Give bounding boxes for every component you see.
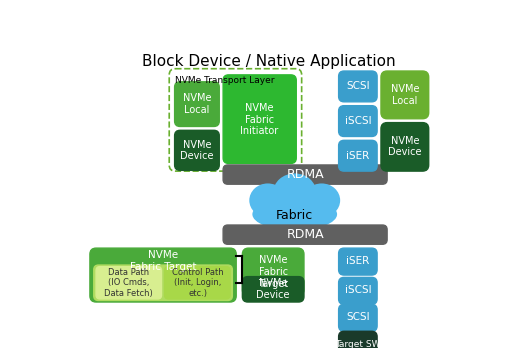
Text: NVMe
Device: NVMe Device <box>388 136 422 157</box>
Text: Block Device / Native Application: Block Device / Native Application <box>141 54 396 69</box>
Ellipse shape <box>249 183 286 217</box>
FancyBboxPatch shape <box>243 248 304 296</box>
Text: NVMe
Device: NVMe Device <box>256 278 290 300</box>
Text: iSCSI: iSCSI <box>345 285 371 295</box>
FancyBboxPatch shape <box>90 248 236 302</box>
Ellipse shape <box>253 198 337 230</box>
FancyBboxPatch shape <box>339 304 377 331</box>
Text: SCSI: SCSI <box>346 81 370 92</box>
Text: iSER: iSER <box>346 151 369 161</box>
Ellipse shape <box>273 173 316 212</box>
FancyBboxPatch shape <box>223 75 296 164</box>
FancyBboxPatch shape <box>339 248 377 275</box>
Text: NVMe
Local: NVMe Local <box>390 84 419 106</box>
FancyBboxPatch shape <box>223 165 387 184</box>
FancyBboxPatch shape <box>165 267 230 299</box>
FancyBboxPatch shape <box>223 225 387 244</box>
FancyBboxPatch shape <box>339 71 377 102</box>
FancyBboxPatch shape <box>174 130 219 171</box>
Text: iSER: iSER <box>346 256 369 266</box>
FancyBboxPatch shape <box>339 106 377 136</box>
Text: RDMA: RDMA <box>287 228 324 241</box>
FancyBboxPatch shape <box>339 277 377 304</box>
FancyBboxPatch shape <box>243 277 304 302</box>
FancyBboxPatch shape <box>339 331 377 348</box>
Text: NVMe
Device: NVMe Device <box>180 140 214 161</box>
Text: Control Path
(Init, Login,
etc.): Control Path (Init, Login, etc.) <box>172 268 224 298</box>
Ellipse shape <box>303 183 340 217</box>
Text: NVMe
Fabric
Initiator: NVMe Fabric Initiator <box>240 103 278 136</box>
FancyBboxPatch shape <box>174 82 219 126</box>
FancyBboxPatch shape <box>339 140 377 171</box>
Text: NVMe
Fabric
Target: NVMe Fabric Target <box>258 255 288 288</box>
FancyBboxPatch shape <box>96 267 161 299</box>
FancyBboxPatch shape <box>94 265 232 300</box>
Text: NVMe Transport Layer: NVMe Transport Layer <box>176 77 275 85</box>
Text: NVMe
Local: NVMe Local <box>183 93 211 115</box>
Text: RDMA: RDMA <box>287 168 324 181</box>
Text: Target SW: Target SW <box>335 340 380 348</box>
FancyBboxPatch shape <box>381 122 429 171</box>
Text: iSCSI: iSCSI <box>345 116 371 126</box>
FancyBboxPatch shape <box>381 71 429 119</box>
Text: Data Path
(IO Cmds,
Data Fetch): Data Path (IO Cmds, Data Fetch) <box>104 268 153 298</box>
Text: SCSI: SCSI <box>346 313 370 322</box>
Text: NVMe
Fabric Target: NVMe Fabric Target <box>130 251 196 272</box>
Text: Fabric: Fabric <box>276 209 313 222</box>
